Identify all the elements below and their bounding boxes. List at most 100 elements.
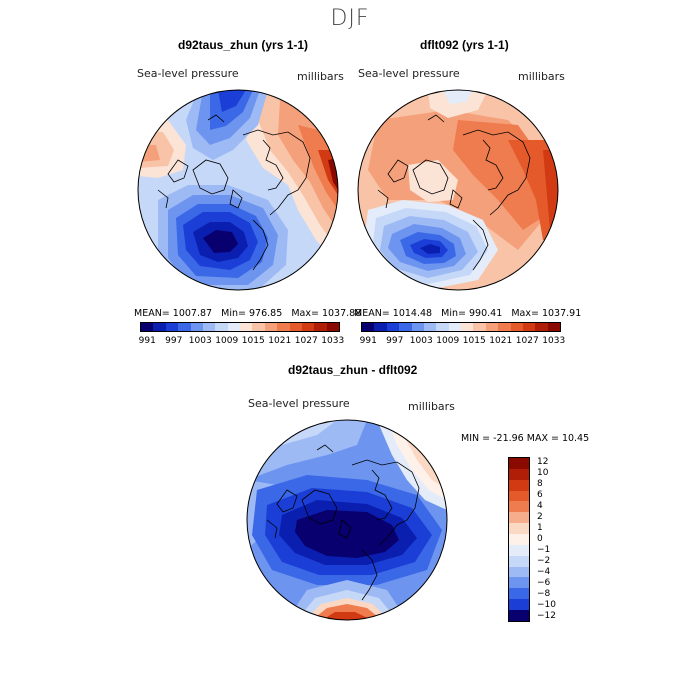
colorbar-level-label: 12	[537, 456, 549, 467]
panel3-polar-map	[246, 419, 448, 621]
figure-title: DJF	[330, 6, 370, 31]
colorbar-level-label: −1	[537, 544, 551, 555]
panel2-min-label: Min=	[441, 308, 466, 319]
colorbar-swatch	[509, 610, 529, 621]
colorbar-swatch	[509, 523, 529, 535]
colorbar-swatch	[509, 468, 529, 480]
colorbar-level-label: −12	[537, 610, 556, 621]
colorbar-swatch	[509, 458, 529, 469]
colorbar-swatch	[509, 501, 529, 513]
colorbar-swatch	[509, 599, 529, 611]
colorbar-swatch	[215, 323, 228, 331]
colorbar-swatch	[448, 323, 461, 331]
panel2-max-value: 1037.91	[541, 308, 582, 319]
panel1-colorbar	[140, 322, 340, 332]
colorbar-swatch	[141, 323, 154, 331]
panel2-min-value: 990.41	[469, 308, 503, 319]
colorbar-swatch	[535, 323, 548, 331]
colorbar-swatch	[509, 555, 529, 567]
colorbar-swatch	[510, 323, 523, 331]
colorbar-level-label: 10	[537, 467, 549, 478]
panel2-max-label: Max=	[511, 308, 539, 319]
colorbar-swatch	[509, 566, 529, 578]
panel1-colorbar-ticks: 991 997 1003 1009 1015 1021 1027 1033	[134, 336, 346, 346]
colorbar-swatch	[301, 323, 315, 331]
colorbar-swatch	[509, 512, 529, 524]
colorbar-level-label: 1	[537, 522, 543, 533]
colorbar-tick-label: 1021	[489, 336, 513, 346]
colorbar-tick-label: 1015	[462, 336, 486, 346]
colorbar-swatch	[326, 323, 339, 331]
panel3-colorbar	[508, 457, 530, 622]
colorbar-level-label: 0	[537, 533, 543, 544]
panel1-mean-label: MEAN=	[134, 308, 170, 319]
colorbar-swatch	[374, 323, 387, 331]
panel2-subtitle-right: millibars	[518, 70, 565, 83]
colorbar-swatch	[461, 323, 474, 331]
colorbar-swatch	[153, 323, 166, 331]
colorbar-level-label: 2	[537, 511, 543, 522]
colorbar-swatch	[277, 323, 290, 331]
panel1-subtitle-right: millibars	[297, 70, 344, 83]
colorbar-tick-label: 1009	[215, 336, 239, 346]
colorbar-tick-label: 991	[359, 336, 377, 346]
colorbar-swatch	[485, 323, 499, 331]
colorbar-tick-label: 1033	[542, 336, 566, 346]
panel3-subtitle-right: millibars	[408, 400, 455, 413]
panel1-max-value: 1037.88	[321, 308, 362, 319]
colorbar-swatch	[498, 323, 511, 331]
panel1-mean-value: 1007.87	[172, 308, 213, 319]
panel1-min-value: 976.85	[249, 308, 283, 319]
colorbar-swatch	[252, 323, 265, 331]
panel2-mean-label: MEAN=	[354, 308, 390, 319]
colorbar-level-label: 4	[537, 500, 543, 511]
panel2-colorbar	[361, 322, 561, 332]
panel2-polar-map	[357, 89, 559, 291]
colorbar-tick-label: 1003	[188, 336, 212, 346]
colorbar-tick-label: 1015	[241, 336, 265, 346]
colorbar-level-label: −4	[537, 566, 551, 577]
colorbar-swatch	[227, 323, 240, 331]
colorbar-swatch	[165, 323, 179, 331]
colorbar-tick-label: 1009	[436, 336, 460, 346]
panel1-stats: MEAN= 1007.87 Min= 976.85 Max= 1037.88	[134, 308, 361, 319]
colorbar-swatch	[522, 323, 536, 331]
colorbar-swatch	[473, 323, 486, 331]
panel1-polar-map	[137, 89, 339, 291]
colorbar-swatch	[289, 323, 302, 331]
panel1-subtitle-left: Sea-level pressure	[137, 67, 239, 80]
panel3-colorbar-labels: 12 10 8 6 4 2 1 0 −1 −2 −4 −6 −8 −10 −12	[537, 457, 577, 622]
colorbar-tick-label: 1021	[268, 336, 292, 346]
colorbar-swatch	[509, 490, 529, 502]
colorbar-swatch	[386, 323, 400, 331]
colorbar-swatch	[399, 323, 412, 331]
panel3-title: d92taus_zhun - dflt092	[288, 363, 418, 377]
colorbar-level-label: 8	[537, 478, 543, 489]
colorbar-swatch	[509, 544, 529, 556]
panel2-colorbar-ticks: 991 997 1003 1009 1015 1021 1027 1033	[355, 336, 567, 346]
colorbar-tick-label: 1003	[409, 336, 433, 346]
colorbar-swatch	[264, 323, 278, 331]
panel3-minmax: MIN = -21.96 MAX = 10.45	[461, 433, 590, 444]
colorbar-tick-label: 997	[165, 336, 183, 346]
colorbar-swatch	[547, 323, 560, 331]
colorbar-level-label: −8	[537, 588, 551, 599]
colorbar-swatch	[423, 323, 437, 331]
panel2-title: dflt092 (yrs 1-1)	[420, 38, 509, 52]
colorbar-swatch	[314, 323, 327, 331]
panel2-mean-value: 1014.48	[392, 308, 433, 319]
panel1-title: d92taus_zhun (yrs 1-1)	[178, 38, 309, 52]
panel1-max-label: Max=	[291, 308, 319, 319]
colorbar-tick-label: 997	[386, 336, 404, 346]
colorbar-tick-label: 1027	[515, 336, 539, 346]
colorbar-swatch	[509, 588, 529, 600]
colorbar-level-label: −10	[537, 599, 556, 610]
colorbar-tick-label: 991	[138, 336, 156, 346]
colorbar-swatch	[240, 323, 253, 331]
colorbar-level-label: −2	[537, 555, 551, 566]
panel1-min-label: Min=	[221, 308, 246, 319]
colorbar-level-label: 6	[537, 489, 543, 500]
colorbar-swatch	[178, 323, 191, 331]
colorbar-swatch	[509, 479, 529, 491]
colorbar-swatch	[202, 323, 216, 331]
